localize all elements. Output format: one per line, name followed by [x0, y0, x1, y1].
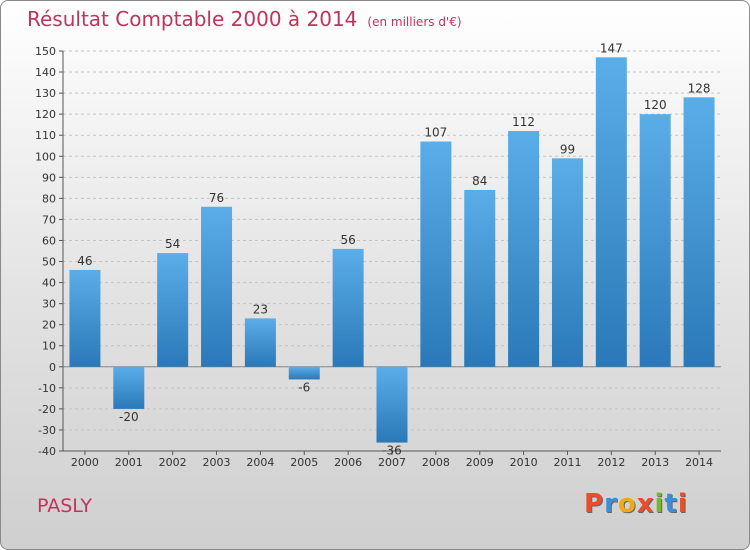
y-tick-label: 110	[35, 129, 56, 142]
y-tick-label: 90	[42, 171, 56, 184]
bar	[683, 97, 715, 367]
chart-title: Résultat Comptable 2000 à 2014	[27, 7, 358, 31]
x-tick-label: 2006	[334, 456, 362, 469]
x-tick-label: 2013	[641, 456, 669, 469]
data-label: 128	[688, 81, 711, 95]
bar	[420, 141, 452, 367]
logo-letter: i	[677, 489, 688, 519]
x-tick-label: 2003	[203, 456, 231, 469]
chart-unit: (en milliers d'€)	[367, 15, 462, 29]
logo-letter: P	[584, 489, 605, 519]
y-tick-label: 70	[42, 213, 56, 226]
commune-name: PASLY	[37, 495, 92, 517]
data-label: 46	[77, 254, 92, 268]
x-tick-label: 2005	[290, 456, 318, 469]
bar	[551, 158, 583, 367]
x-tick-label: 2009	[466, 456, 494, 469]
bar	[201, 206, 233, 367]
x-tick-label: 2000	[71, 456, 99, 469]
x-tick-label: 2011	[553, 456, 581, 469]
y-tick-label: 140	[35, 66, 56, 79]
y-tick-label: 120	[35, 108, 56, 121]
y-tick-label: 150	[35, 45, 56, 58]
x-tick-label: 2008	[422, 456, 450, 469]
x-tick-label: 2004	[246, 456, 274, 469]
y-tick-label: 30	[42, 298, 56, 311]
logo-letter: i	[654, 489, 665, 519]
y-tick-label: -30	[38, 424, 56, 437]
data-label: 54	[165, 237, 180, 251]
data-label: 147	[600, 41, 623, 55]
x-tick-label: 2002	[159, 456, 187, 469]
data-label: 56	[340, 233, 355, 247]
y-tick-label: 60	[42, 234, 56, 247]
logo-letter: o	[617, 489, 637, 519]
data-labels: 46 -20 54 76 23 -6 56 -36 107 84 112 99 147 120 128	[77, 41, 710, 457]
y-tick-label: 50	[42, 256, 56, 269]
proxiti-logo: Proxiti	[584, 489, 688, 519]
bar	[595, 57, 627, 367]
logo-letter: t	[664, 489, 678, 519]
data-label: 23	[253, 302, 268, 316]
data-label: 84	[472, 174, 487, 188]
data-label: 99	[560, 142, 575, 156]
bar	[288, 366, 320, 380]
bar	[376, 366, 408, 443]
x-tick-label: 2001	[115, 456, 143, 469]
data-label: 120	[644, 98, 667, 112]
y-tick-label: 40	[42, 277, 56, 290]
data-label: 76	[209, 191, 224, 205]
bars	[69, 57, 715, 443]
x-tick-label: 2014	[685, 456, 713, 469]
y-tick-label: 100	[35, 150, 56, 163]
bar	[332, 248, 364, 367]
y-tick-label: -10	[38, 382, 56, 395]
bar	[508, 131, 540, 367]
logo-letter: r	[604, 489, 618, 519]
y-tick-label: 80	[42, 192, 56, 205]
title-row: Résultat Comptable 2000 à 2014 (en millie…	[27, 7, 462, 31]
x-tick-label: 2010	[510, 456, 538, 469]
y-tick-label: -40	[38, 445, 56, 458]
data-label: 107	[424, 126, 447, 140]
y-tick-label: 0	[49, 361, 56, 374]
bar	[639, 114, 671, 367]
data-label: 112	[512, 115, 535, 129]
y-tick-label: 10	[42, 340, 56, 353]
x-tick-label: 2012	[597, 456, 625, 469]
bar	[69, 269, 101, 367]
logo-letter: x	[636, 489, 655, 519]
data-label: -6	[298, 380, 310, 394]
y-tick-label: 20	[42, 319, 56, 332]
bar	[464, 189, 496, 367]
x-tick-label: 2007	[378, 456, 406, 469]
bar	[113, 366, 145, 409]
data-label: -36	[382, 444, 402, 458]
y-tick-label: -20	[38, 403, 56, 416]
bar	[157, 253, 189, 367]
y-tick-label: 130	[35, 87, 56, 100]
bar	[244, 318, 276, 367]
data-label: -20	[119, 410, 139, 424]
